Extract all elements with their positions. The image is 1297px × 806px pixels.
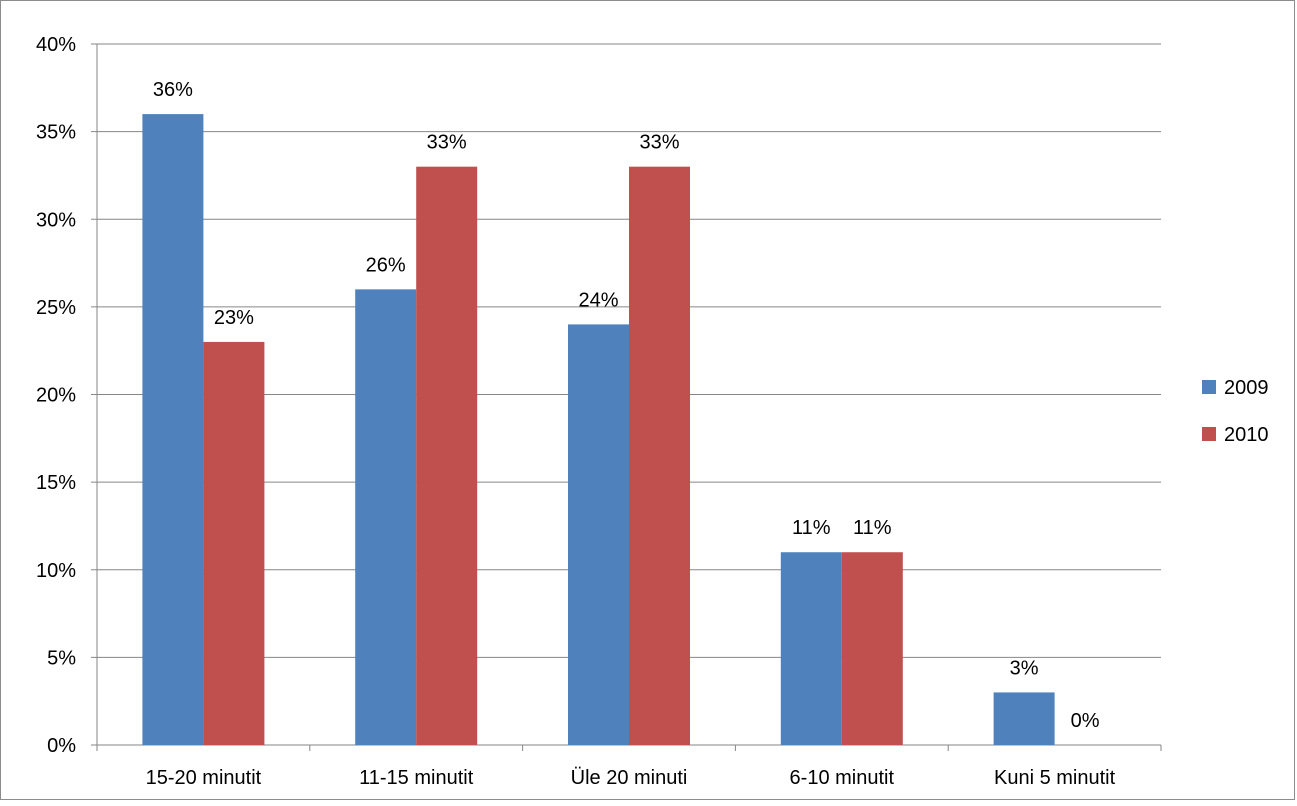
bar-2009 <box>780 552 842 745</box>
x-tick-label: 11-15 minutit <box>359 767 474 789</box>
y-tick-label: 10% <box>36 560 76 582</box>
data-label: 26% <box>366 254 406 276</box>
y-tick-label: 30% <box>36 209 76 231</box>
data-label: 33% <box>427 132 467 154</box>
y-tick-label: 20% <box>36 385 76 407</box>
data-label: 11% <box>853 517 892 539</box>
x-tick-label: 15-20 minutit <box>146 767 262 789</box>
data-label: 33% <box>639 132 679 154</box>
data-label: 3% <box>1010 657 1039 679</box>
x-tick-label: 6-10 minutit <box>790 767 895 789</box>
bar-2009 <box>355 289 417 745</box>
legend-label: 2009 <box>1224 377 1269 399</box>
y-tick-label: 25% <box>36 297 76 319</box>
data-label: 24% <box>578 289 618 311</box>
bar-2009 <box>568 324 629 745</box>
bar-2010 <box>629 166 690 746</box>
legend-label: 2010 <box>1224 424 1269 446</box>
data-label: 23% <box>214 307 254 329</box>
x-tick-label: Kuni 5 minutit <box>994 767 1116 789</box>
data-label: 36% <box>153 79 193 101</box>
data-label: 0% <box>1071 710 1100 732</box>
bar-2009 <box>142 114 204 746</box>
legend-swatch-2010 <box>1202 427 1216 441</box>
y-tick-label: 5% <box>47 647 76 669</box>
legend-swatch-2009 <box>1202 380 1216 394</box>
y-tick-label: 35% <box>36 122 76 144</box>
bar-2009 <box>993 692 1055 745</box>
bar-2010 <box>203 341 265 745</box>
bar-2010 <box>841 552 903 745</box>
y-tick-label: 0% <box>47 735 76 757</box>
bar-2010 <box>416 166 478 746</box>
data-label: 11% <box>792 517 831 539</box>
y-tick-label: 40% <box>36 34 76 56</box>
y-tick-label: 15% <box>36 472 76 494</box>
x-tick-label: Üle 20 minuti <box>571 767 688 789</box>
